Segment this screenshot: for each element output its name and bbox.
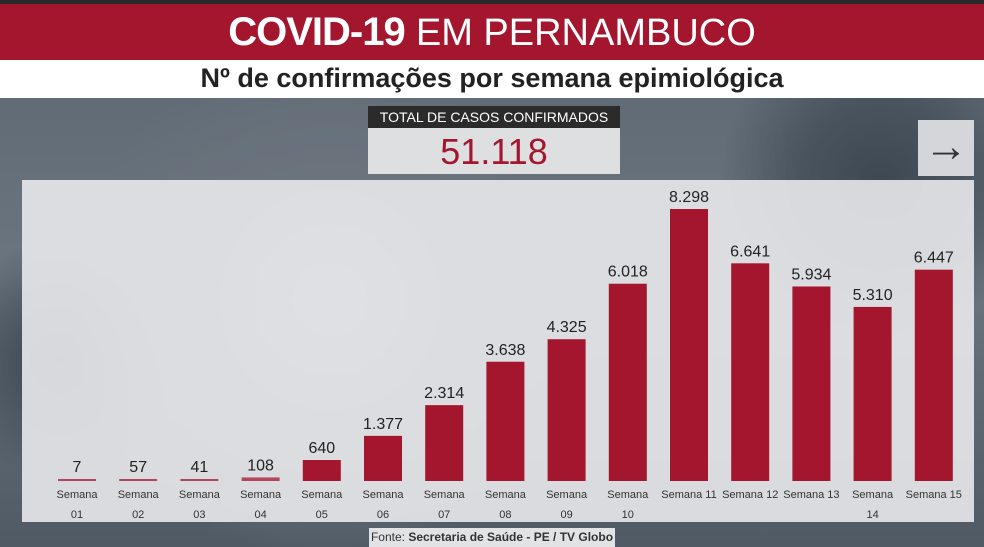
- x-tick-label: Semana 12: [722, 489, 778, 501]
- data-label: 6.018: [608, 264, 648, 281]
- x-tick-label: 03: [193, 509, 205, 521]
- x-tick-label: 08: [499, 509, 511, 521]
- x-tick-label: Semana: [57, 489, 99, 501]
- data-label: 108: [247, 457, 274, 474]
- data-label: 7: [73, 459, 82, 476]
- top-strip: [0, 0, 984, 4]
- bar: [364, 435, 402, 481]
- x-tick-label: Semana 13: [783, 489, 839, 501]
- x-tick-label: 14: [866, 509, 878, 521]
- x-tick-label: 10: [622, 509, 634, 521]
- title-bold: COVID-19: [228, 10, 405, 54]
- data-label: 6.447: [914, 250, 954, 267]
- data-label: 5.934: [791, 266, 831, 283]
- bar: [58, 479, 96, 481]
- bar: [302, 460, 341, 481]
- bar: [608, 283, 647, 481]
- source-prefix: Fonte:: [370, 530, 405, 544]
- bar: [119, 479, 158, 481]
- chart-panel: 7 Semana 01 57 Semana 02 41 Semana 03 108 Semana 04…: [22, 180, 974, 522]
- x-tick-label: Semana: [363, 489, 405, 501]
- data-label: 57: [129, 459, 147, 476]
- x-tick-label: Semana: [546, 489, 588, 501]
- source-note: Fonte: Secretaria de Saúde - PE / TV Glo…: [369, 528, 615, 547]
- x-tick-label: 07: [438, 509, 450, 521]
- x-tick-label: Semana 11: [661, 489, 716, 501]
- arrow-right-icon: →: [924, 122, 968, 171]
- bar: [670, 209, 708, 481]
- x-tick-label: 02: [132, 509, 144, 521]
- bar: [180, 479, 219, 481]
- x-tick-label: Semana: [118, 489, 160, 501]
- source-text: Secretaria de Saúde - PE / TV Globo: [408, 530, 614, 544]
- x-tick-label: 06: [377, 509, 389, 521]
- bar: [241, 477, 280, 481]
- x-tick-label: Semana 15: [906, 489, 962, 501]
- data-label: 3.638: [485, 342, 525, 359]
- x-tick-label: Semana: [485, 489, 527, 501]
- bar: [486, 361, 525, 481]
- bar: [547, 339, 586, 481]
- page-title: COVID-19 EM PERNAMBUCO: [0, 4, 984, 60]
- x-tick-label: 05: [316, 509, 328, 521]
- data-label: 4.325: [547, 319, 587, 336]
- total-label: TOTAL DE CASOS CONFIRMADOS: [368, 106, 620, 128]
- total-value: 51.118: [368, 128, 620, 174]
- bar: [853, 306, 892, 481]
- data-label: 1.377: [363, 416, 403, 433]
- title-rest: EM PERNAMBUCO: [415, 12, 756, 54]
- x-tick-label: Semana: [301, 489, 343, 501]
- x-tick-label: Semana: [179, 489, 221, 501]
- bar: [914, 269, 953, 481]
- bar: [792, 286, 831, 481]
- x-tick-label: Semana: [424, 489, 466, 501]
- data-label: 5.310: [853, 287, 893, 304]
- x-tick-label: 04: [254, 509, 266, 521]
- bar-chart: 7 Semana 01 57 Semana 02 41 Semana 03 108 Semana 04…: [57, 189, 962, 521]
- data-label: 6.641: [730, 243, 770, 260]
- data-label: 41: [191, 459, 209, 476]
- x-tick-label: 01: [71, 509, 83, 521]
- x-tick-label: Semana: [607, 489, 649, 501]
- bar: [731, 263, 770, 481]
- data-label: 8.298: [669, 189, 709, 206]
- next-button[interactable]: →: [918, 120, 974, 176]
- data-label: 640: [308, 440, 335, 457]
- x-tick-label: 09: [560, 509, 572, 521]
- x-tick-label: Semana: [240, 489, 282, 501]
- bar: [425, 405, 464, 481]
- chart-subtitle: Nº de confirmações por semana epimiológi…: [0, 60, 984, 98]
- data-label: 2.314: [424, 385, 464, 402]
- x-tick-label: Semana: [852, 489, 894, 501]
